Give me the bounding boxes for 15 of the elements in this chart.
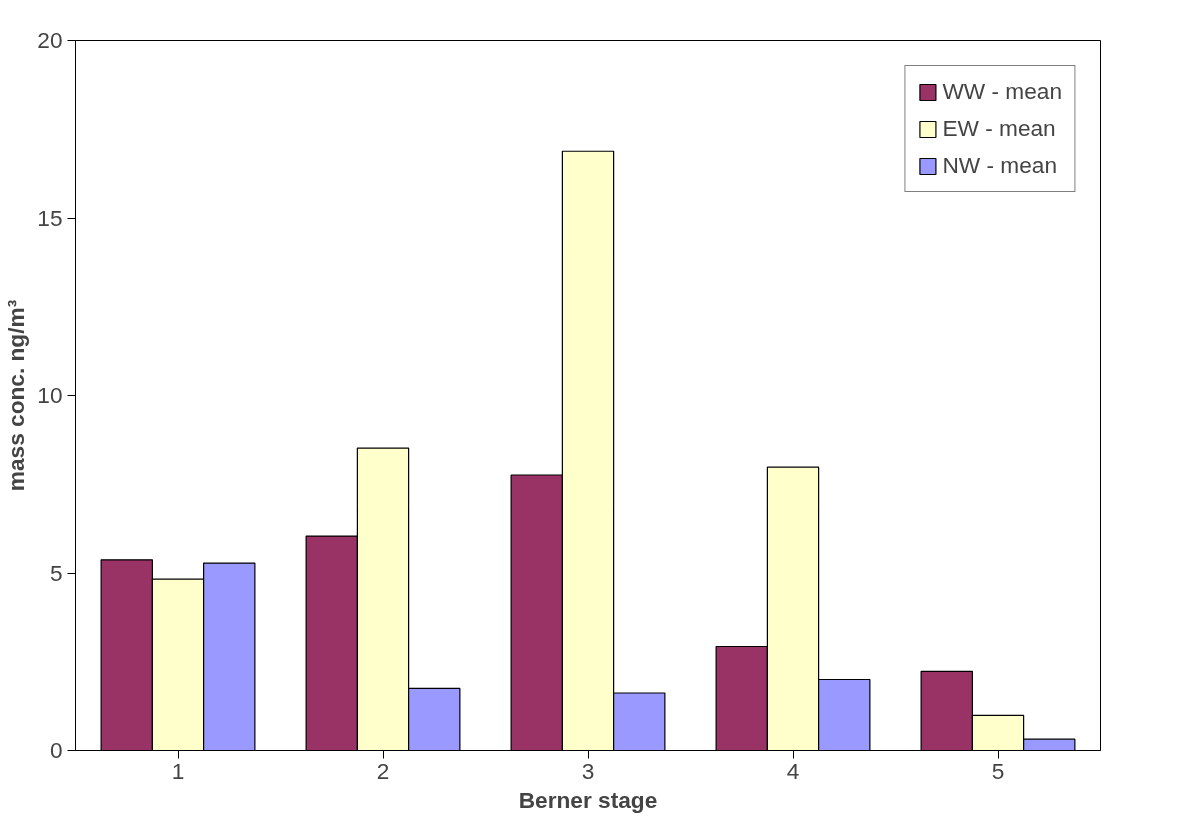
y-axis-title: mass conc. ng/m³ — [3, 299, 30, 492]
x-tick-label: 5 — [991, 757, 1005, 784]
x-tick-label: 1 — [171, 757, 185, 784]
x-tick-label: 2 — [376, 757, 390, 784]
legend-label: EW - mean — [942, 115, 1056, 142]
y-tick-label: 5 — [49, 559, 63, 586]
legend-label: WW - mean — [942, 78, 1062, 105]
legend-label: NW - mean — [942, 152, 1057, 179]
y-tick-label: 15 — [37, 204, 63, 231]
y-tick-label: 10 — [37, 382, 63, 408]
y-tick-label: 0 — [49, 737, 63, 763]
y-tick-label: 20 — [37, 27, 63, 53]
x-tick-label: 3 — [581, 757, 595, 784]
x-axis-title: Berner stage — [518, 786, 658, 813]
x-tick-label: 4 — [786, 757, 800, 784]
